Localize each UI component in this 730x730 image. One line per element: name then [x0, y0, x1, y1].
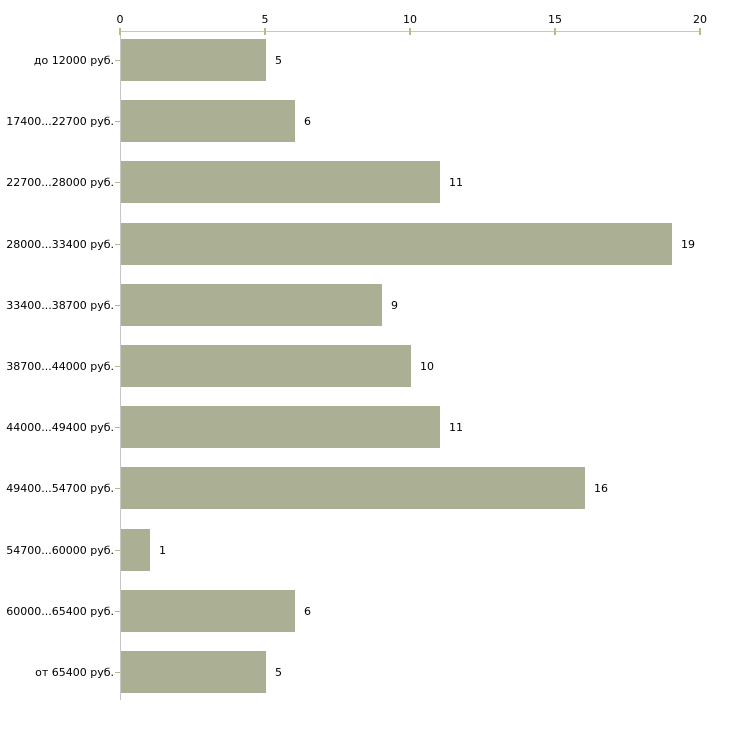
- bar: [121, 651, 266, 693]
- y-axis-tick: [115, 305, 120, 306]
- bar: [121, 100, 295, 142]
- bar-value-label: 9: [391, 298, 398, 312]
- x-axis-tick-label: 15: [548, 13, 562, 26]
- x-axis-tick: [699, 28, 701, 35]
- bar-value-label: 11: [449, 420, 463, 434]
- x-axis-tick-label: 20: [693, 13, 707, 26]
- category-label: 17400...22700 руб.: [6, 114, 114, 128]
- bar: [121, 590, 295, 632]
- y-axis-line: [120, 31, 121, 700]
- bar-value-label: 11: [449, 175, 463, 189]
- y-axis-tick: [115, 366, 120, 367]
- category-label: 44000...49400 руб.: [6, 420, 114, 434]
- bar: [121, 345, 411, 387]
- y-axis-tick: [115, 672, 120, 673]
- x-axis-tick: [409, 28, 411, 35]
- bar: [121, 161, 440, 203]
- category-label: 60000...65400 руб.: [6, 604, 114, 618]
- y-axis-tick: [115, 488, 120, 489]
- x-axis-tick-label: 5: [261, 13, 269, 26]
- bar: [121, 284, 382, 326]
- category-label: 38700...44000 руб.: [6, 359, 114, 373]
- x-axis-tick-label: 10: [403, 13, 417, 26]
- category-label: 33400...38700 руб.: [6, 298, 114, 312]
- bar-value-label: 5: [275, 53, 282, 67]
- bar-value-label: 10: [420, 359, 434, 373]
- y-axis-tick: [115, 244, 120, 245]
- bar: [121, 529, 150, 571]
- category-label: 49400...54700 руб.: [6, 481, 114, 495]
- bar: [121, 467, 585, 509]
- y-axis-tick: [115, 60, 120, 61]
- category-label: от 65400 руб.: [35, 665, 114, 679]
- category-label: 22700...28000 руб.: [6, 175, 114, 189]
- y-axis-tick: [115, 182, 120, 183]
- bar-value-label: 16: [594, 481, 608, 495]
- x-axis-tick-label: 0: [116, 13, 124, 26]
- bar-value-label: 1: [159, 543, 166, 557]
- category-label: до 12000 руб.: [33, 53, 114, 67]
- bar-value-label: 19: [681, 237, 695, 251]
- category-label: 28000...33400 руб.: [6, 237, 114, 251]
- bar-value-label: 5: [275, 665, 282, 679]
- y-axis-tick: [115, 611, 120, 612]
- bar: [121, 223, 672, 265]
- x-axis-tick: [119, 28, 121, 35]
- bar-value-label: 6: [304, 114, 311, 128]
- x-axis-tick: [554, 28, 556, 35]
- bar: [121, 39, 266, 81]
- y-axis-tick: [115, 550, 120, 551]
- x-axis-tick: [264, 28, 266, 35]
- y-axis-tick: [115, 427, 120, 428]
- bar: [121, 406, 440, 448]
- category-label: 54700...60000 руб.: [6, 543, 114, 557]
- bar-value-label: 6: [304, 604, 311, 618]
- y-axis-tick: [115, 121, 120, 122]
